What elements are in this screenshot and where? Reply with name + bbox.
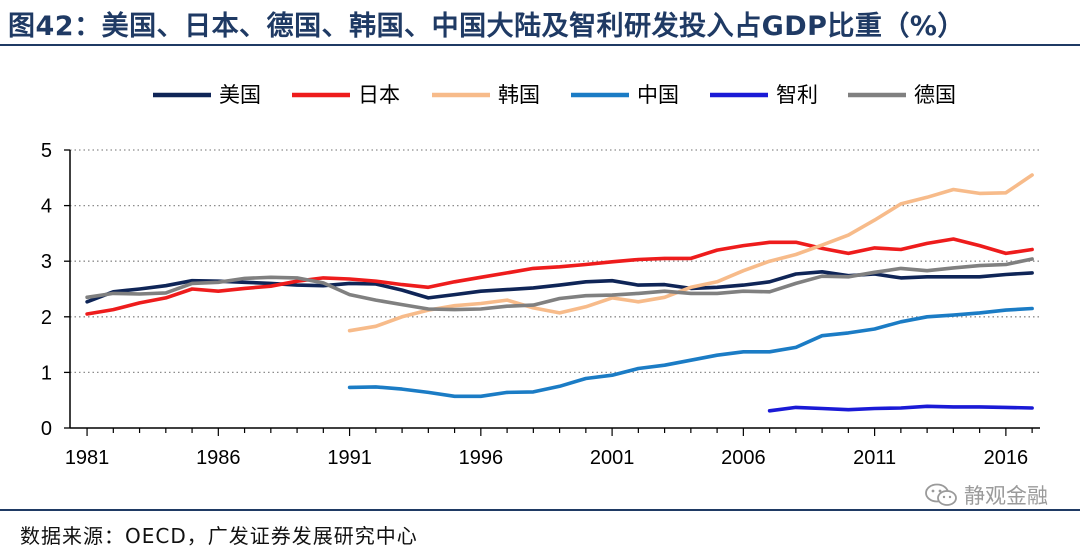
y-tick-label: 4 [41, 196, 52, 218]
page-title: 图42：美国、日本、德国、韩国、中国大陆及智利研发投入占GDP比重（%） [8, 11, 965, 42]
legend-label: 中国 [637, 83, 679, 107]
source-note: 数据来源：OECD，广发证券发展研究中心 [20, 524, 418, 548]
legend-label: 智利 [776, 83, 818, 107]
legend-label: 美国 [219, 83, 261, 107]
series-line [85, 257, 1034, 312]
x-tick-label: 2001 [590, 447, 635, 469]
y-tick-label: 1 [41, 362, 52, 384]
series-line [767, 404, 1034, 413]
x-tick-label: 1991 [327, 447, 372, 469]
x-tick-label: 1986 [196, 447, 241, 469]
x-tick-label: 1981 [65, 447, 110, 469]
x-tick-label: 2006 [721, 447, 766, 469]
line-chart: 0 1 2 3 4 5 1981 1986 1991 1996 2001 2006 2011 2016 美国… [41, 83, 1040, 469]
watermark: 静观金融 [924, 480, 1048, 510]
y-tick-label: 3 [41, 251, 52, 273]
footer-rule [0, 509, 1080, 511]
x-tick-label: 1996 [459, 447, 504, 469]
x-tick-label: 2011 [853, 447, 896, 469]
legend-label: 德国 [914, 83, 956, 107]
series-line [347, 306, 1034, 399]
wechat-icon [925, 483, 957, 506]
y-tick-label: 0 [41, 418, 52, 440]
series-line [347, 173, 1034, 333]
title-rule [0, 44, 1080, 46]
legend-label: 韩国 [498, 83, 540, 107]
legend-label: 日本 [358, 83, 400, 107]
y-tick-label: 5 [41, 140, 52, 162]
series-line [85, 237, 1034, 316]
watermark-text: 静观金融 [964, 484, 1048, 508]
x-tick-label: 2016 [984, 447, 1029, 469]
y-tick-label: 2 [41, 307, 52, 329]
